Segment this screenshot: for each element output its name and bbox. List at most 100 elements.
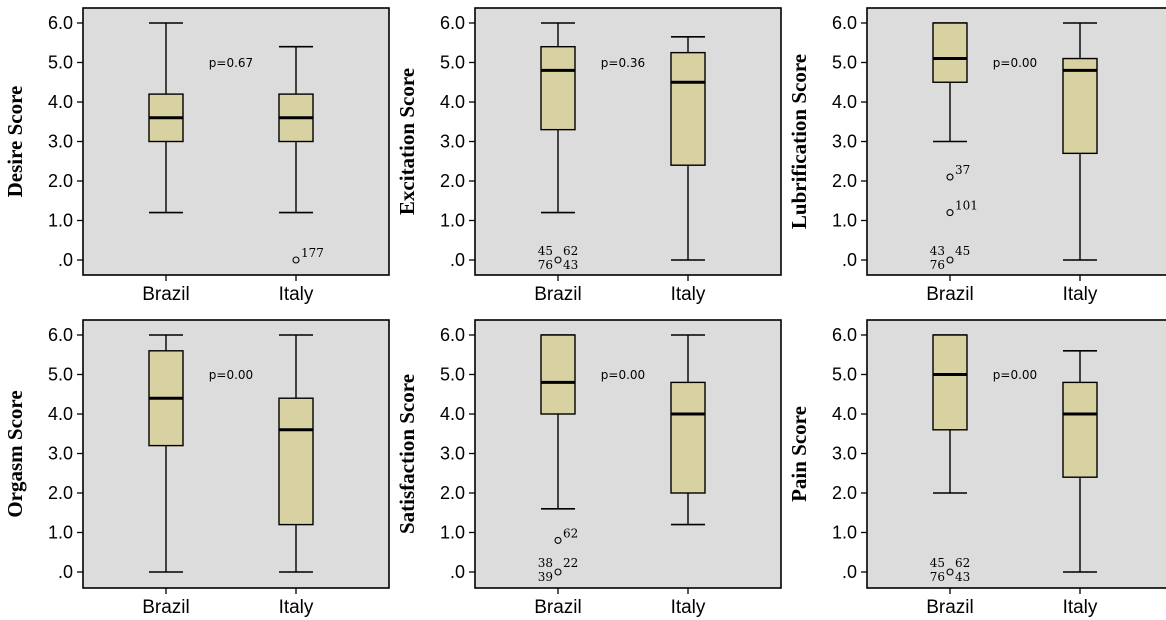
p-value-label: p=0.36 xyxy=(601,56,645,70)
p-value-label: p=0.00 xyxy=(601,368,645,382)
panel-2: Excitation Score .0 1.0 2.0 3.0 4.0 5.0 6.0 Braz… xyxy=(395,7,782,305)
y-tick-label: 5.0 xyxy=(48,365,73,385)
x-category-label: Italy xyxy=(671,597,706,618)
outlier-point xyxy=(946,209,954,217)
y-tick-label: 5.0 xyxy=(48,53,73,73)
box-italy: 177 xyxy=(278,45,324,264)
y-tick-label: 2.0 xyxy=(832,483,857,503)
y-tick-label: 6.0 xyxy=(832,13,857,33)
plot-area xyxy=(82,319,390,589)
p-value-label: p=0.00 xyxy=(209,368,253,382)
box-brazil xyxy=(148,334,184,573)
y-tick-label: 2.0 xyxy=(832,171,857,191)
x-category-label: Italy xyxy=(1063,597,1098,618)
y-axis-label: Excitation Score xyxy=(395,68,419,215)
iqr-box xyxy=(670,51,706,166)
y-axis-label: Desire Score xyxy=(3,86,27,198)
y-tick-label: 4.0 xyxy=(48,92,73,112)
x-category-label: Italy xyxy=(1063,284,1098,305)
y-tick-label: 2.0 xyxy=(440,483,465,503)
y-tick-label: 2.0 xyxy=(48,483,73,503)
outlier-label: 43 xyxy=(930,244,945,258)
panel-6: Pain Score .0 1.0 2.0 3.0 4.0 5.0 6.0 Brazil Ital… xyxy=(787,319,1166,618)
box-italy xyxy=(1062,22,1098,261)
y-tick-label: .0 xyxy=(58,250,73,270)
y-tick-label: 1.0 xyxy=(832,523,857,543)
outlier-label: 76 xyxy=(930,570,945,584)
outlier-point xyxy=(554,256,562,264)
outlier-label: 101 xyxy=(955,199,978,213)
p-value-label: p=0.67 xyxy=(209,56,253,70)
y-axis-label: Pain Score xyxy=(787,406,811,502)
y-tick-label: .0 xyxy=(450,562,465,582)
outlier-point xyxy=(946,173,954,181)
box-italy xyxy=(278,334,314,573)
y-tick-label: 6.0 xyxy=(48,13,73,33)
outlier-label: 45 xyxy=(930,556,945,570)
box-brazil: 62 38 22 39 xyxy=(538,334,578,584)
p-value-label: p=0.00 xyxy=(993,368,1037,382)
outlier-point xyxy=(292,256,300,264)
iqr-box xyxy=(670,381,706,494)
y-tick-label: 6.0 xyxy=(48,325,73,345)
y-tick-label: 3.0 xyxy=(832,444,857,464)
y-tick-label: .0 xyxy=(842,562,857,582)
iqr-box xyxy=(278,397,314,526)
box-italy xyxy=(670,36,706,261)
y-tick-label: 3.0 xyxy=(440,132,465,152)
y-tick-label: 4.0 xyxy=(440,404,465,424)
y-tick-label: 3.0 xyxy=(440,444,465,464)
outlier-point xyxy=(554,568,562,576)
outlier-label: 76 xyxy=(930,258,945,272)
y-tick-label: .0 xyxy=(450,250,465,270)
outlier-point xyxy=(554,536,562,544)
x-category-label: Italy xyxy=(279,284,314,305)
iqr-box xyxy=(540,334,576,415)
box-brazil xyxy=(148,22,184,214)
outlier-label: 177 xyxy=(301,246,324,260)
y-tick-label: 4.0 xyxy=(832,404,857,424)
y-tick-label: 5.0 xyxy=(440,53,465,73)
outlier-label: 45 xyxy=(955,244,970,258)
y-axis-label: Lubrification Score xyxy=(787,54,811,229)
box-italy xyxy=(1062,349,1098,573)
x-category-label: Italy xyxy=(671,284,706,305)
y-tick-label: 2.0 xyxy=(48,171,73,191)
x-category-label: Brazil xyxy=(534,284,582,305)
outlier-label: 45 xyxy=(538,244,553,258)
y-tick-label: 1.0 xyxy=(440,211,465,231)
y-tick-label: 5.0 xyxy=(832,365,857,385)
y-tick-label: 5.0 xyxy=(440,365,465,385)
outlier-label: 22 xyxy=(563,556,578,570)
plot-area xyxy=(82,7,390,276)
plot-area xyxy=(474,319,782,589)
y-tick-label: 1.0 xyxy=(48,211,73,231)
outlier-label: 37 xyxy=(955,163,970,177)
outlier-label: 62 xyxy=(563,244,578,258)
y-tick-label: 6.0 xyxy=(440,13,465,33)
outlier-label: 62 xyxy=(955,556,970,570)
outlier-point xyxy=(946,568,954,576)
y-tick-label: .0 xyxy=(842,250,857,270)
outlier-label: 38 xyxy=(538,556,553,570)
iqr-box xyxy=(932,334,968,431)
x-category-label: Brazil xyxy=(926,284,974,305)
y-tick-label: 4.0 xyxy=(440,92,465,112)
x-category-label: Brazil xyxy=(534,597,582,618)
outlier-label: 76 xyxy=(538,258,553,272)
box-italy xyxy=(670,334,706,526)
panel-5: Satisfaction Score .0 1.0 2.0 3.0 4.0 5.0 6.0 Br… xyxy=(395,319,782,618)
iqr-box xyxy=(1062,57,1098,155)
y-tick-label: 4.0 xyxy=(48,404,73,424)
outlier-label: 62 xyxy=(563,526,578,540)
iqr-box xyxy=(932,22,968,83)
y-tick-label: 1.0 xyxy=(440,523,465,543)
y-tick-label: 5.0 xyxy=(832,53,857,73)
y-tick-label: 2.0 xyxy=(440,171,465,191)
iqr-box xyxy=(540,46,576,131)
y-tick-label: 1.0 xyxy=(48,523,73,543)
box-brazil: 45 62 76 43 xyxy=(930,334,970,584)
panel-4: Orgasm Score .0 1.0 2.0 3.0 4.0 5.0 6.0 Brazil It… xyxy=(3,319,390,618)
y-axis-label: Satisfaction Score xyxy=(395,374,419,534)
